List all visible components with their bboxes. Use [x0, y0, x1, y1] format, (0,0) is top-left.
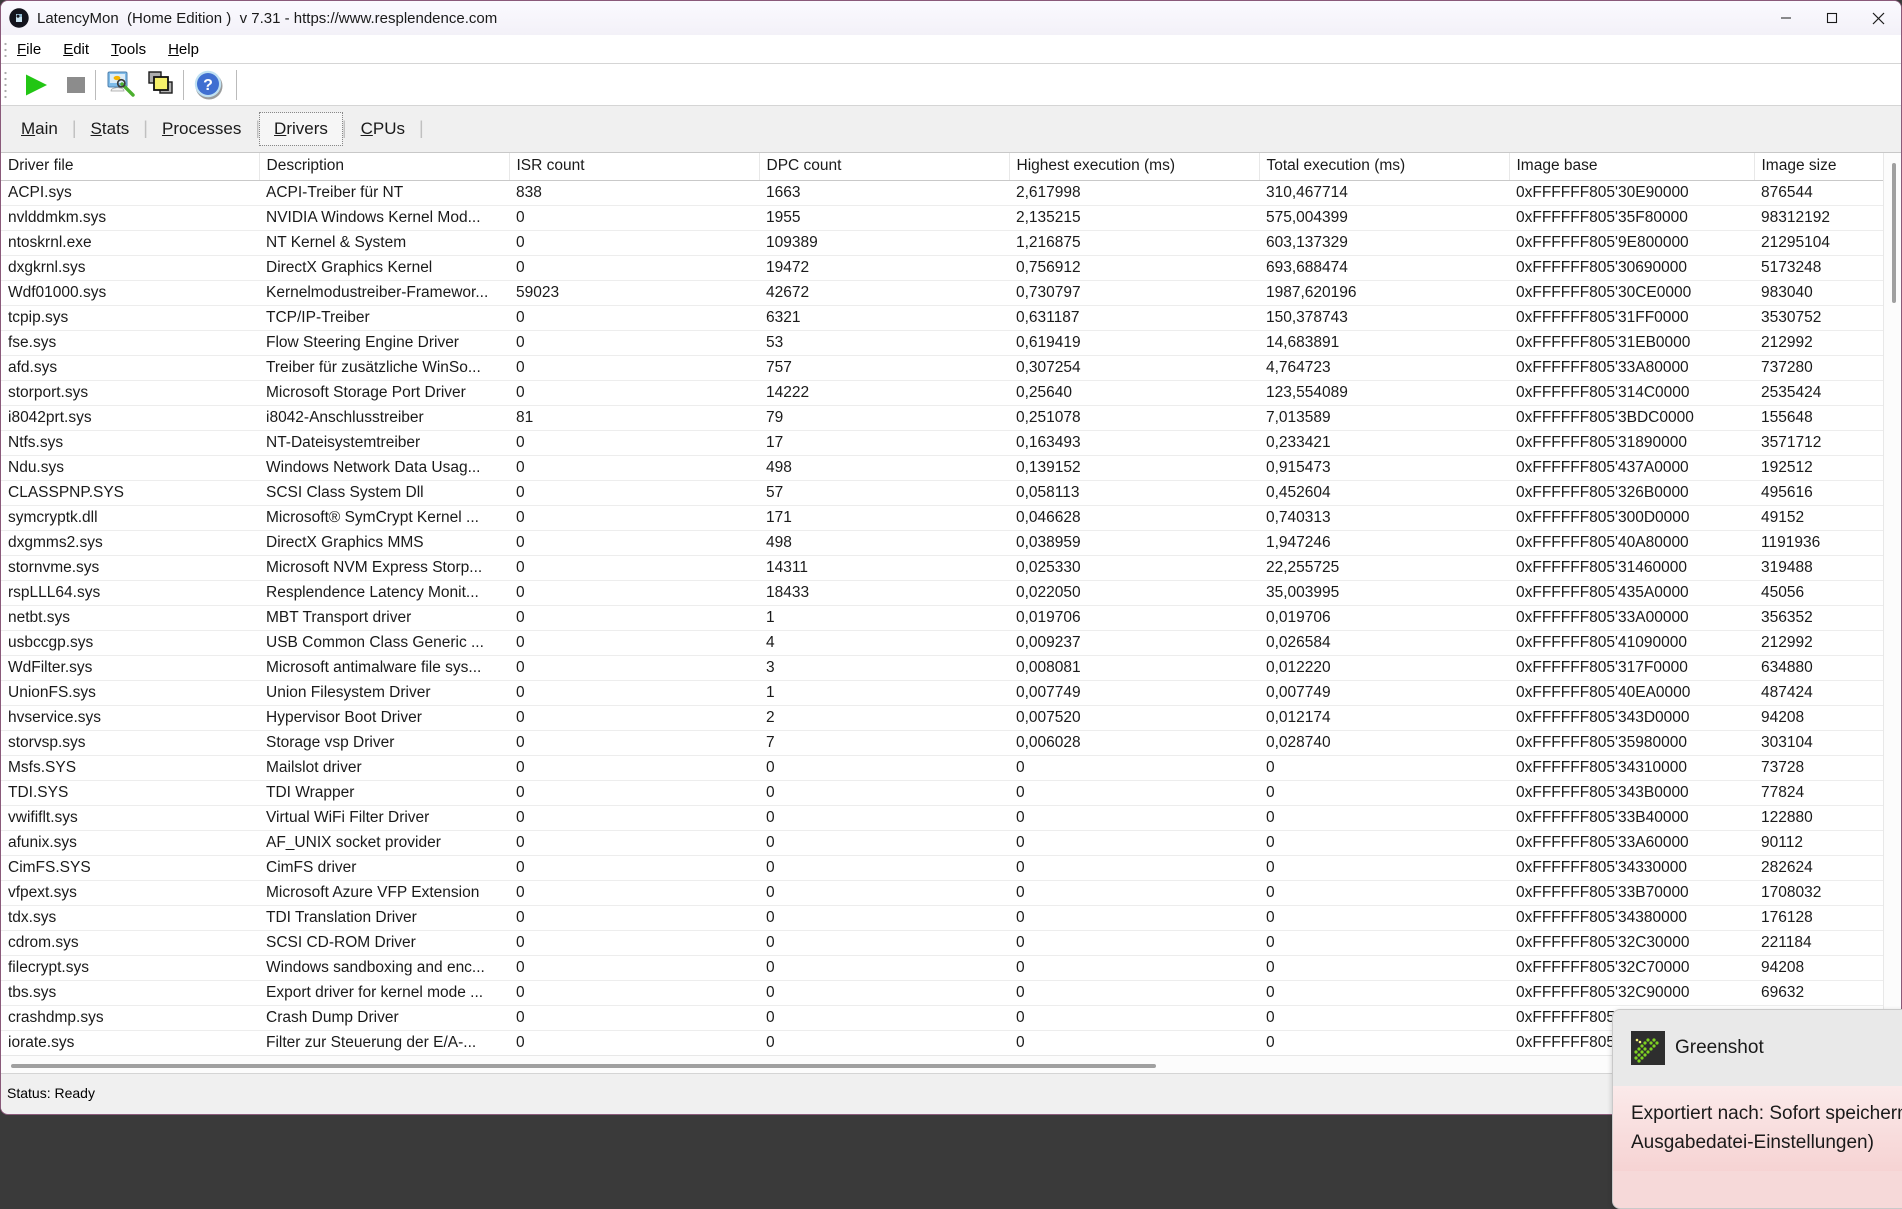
svg-text:?: ? [203, 77, 213, 94]
